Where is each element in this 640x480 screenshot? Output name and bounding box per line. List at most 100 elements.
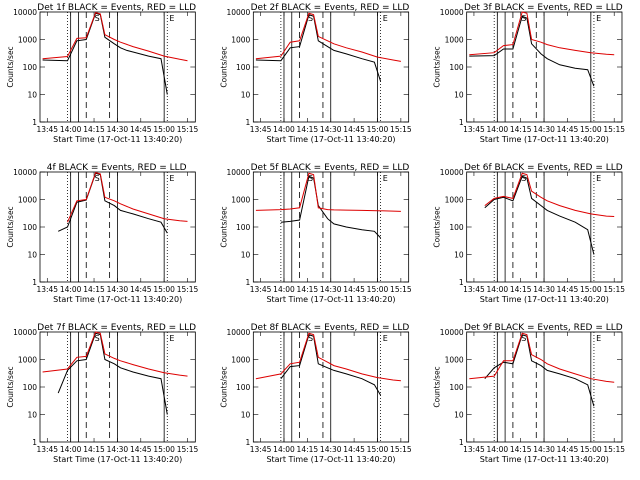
events-series-line <box>57 172 168 234</box>
lld-series-line <box>42 331 188 377</box>
marker-letter-start: S <box>308 14 313 23</box>
marker-letter-end: E <box>169 14 174 23</box>
x-tick-label: 14:00 <box>487 445 509 454</box>
panel-2: Det 2f BLACK = Events, RED = LLD 1 10 100 10… <box>219 3 412 144</box>
y-tick-label: 10 <box>454 91 464 100</box>
x-tick-label: 14:00 <box>60 285 82 294</box>
y-tick-label: 10 <box>241 251 251 260</box>
x-tick-label: 13:45 <box>463 125 485 134</box>
x-axis-label: Start Time (17-Oct-11 13:40:20) <box>480 295 609 304</box>
x-tick-label: 15:00 <box>367 445 389 454</box>
x-tick-label: 15:15 <box>390 445 412 454</box>
marker-letter-end: E <box>169 174 174 183</box>
marker-letter-start: S <box>521 14 526 23</box>
x-tick-label: 14:30 <box>107 445 129 454</box>
x-tick-label: 14:30 <box>107 285 129 294</box>
x-tick-label: 15:00 <box>153 125 175 134</box>
x-tick-label: 14:00 <box>487 125 509 134</box>
y-tick-label: 1 <box>459 438 464 447</box>
lld-series-line <box>255 332 401 382</box>
x-tick-label: 14:00 <box>487 285 509 294</box>
x-axis-label: Start Time (17-Oct-11 13:40:20) <box>53 455 182 464</box>
y-tick-label: 10 <box>241 91 251 100</box>
y-tick-label: 10 <box>27 91 37 100</box>
y-tick-label: 10 <box>27 251 37 260</box>
x-tick-label: 14:30 <box>533 285 555 294</box>
panel-title: Det 8f BLACK = Events, RED = LLD <box>251 323 410 333</box>
panel-5: Det 5f BLACK = Events, RED = LLD 1 10 100 10… <box>219 163 412 304</box>
x-tick-label: 14:15 <box>510 445 532 454</box>
panel-title: Det 3f BLACK = Events, RED = LLD <box>464 3 623 13</box>
x-tick-label: 14:45 <box>130 285 152 294</box>
x-tick-label: 15:15 <box>603 285 625 294</box>
x-tick-label: 14:45 <box>343 445 365 454</box>
panel-title: Det 6f BLACK = Events, RED = LLD <box>464 163 623 173</box>
y-axis-label: Counts/sec <box>433 46 442 87</box>
x-tick-label: 15:15 <box>603 125 625 134</box>
y-axis-label: Counts/sec <box>219 366 228 407</box>
y-tick-label: 1000 <box>18 196 37 205</box>
y-tick-label: 1 <box>246 438 251 447</box>
panel-title: Det 9f BLACK = Events, RED = LLD <box>464 323 623 333</box>
x-tick-label: 14:45 <box>557 445 579 454</box>
x-tick-label: 14:15 <box>510 285 532 294</box>
x-tick-label: 15:00 <box>153 285 175 294</box>
lld-series-line <box>42 11 188 62</box>
marker-letter-end: E <box>383 334 388 343</box>
y-tick-label: 100 <box>236 383 251 392</box>
panel-title: Det 5f BLACK = Events, RED = LLD <box>251 163 410 173</box>
marker-letter-start: S <box>521 334 526 343</box>
events-series-line <box>280 175 381 239</box>
x-axis-label: Start Time (17-Oct-11 13:40:20) <box>266 295 395 304</box>
y-tick-label: 100 <box>449 63 464 72</box>
x-tick-label: 15:15 <box>177 125 199 134</box>
marker-letter-start: S <box>308 174 313 183</box>
x-tick-label: 13:45 <box>250 125 272 134</box>
y-tick-label: 1000 <box>231 36 250 45</box>
y-tick-label: 10 <box>241 411 251 420</box>
events-series-line <box>42 12 168 95</box>
events-series-line <box>255 14 382 82</box>
y-tick-label: 10000 <box>226 168 250 177</box>
x-tick-label: 15:15 <box>603 445 625 454</box>
x-tick-label: 13:45 <box>36 125 58 134</box>
lld-series-line <box>67 171 188 223</box>
x-tick-label: 15:00 <box>580 285 602 294</box>
x-tick-label: 14:30 <box>320 445 342 454</box>
x-axis-label: Start Time (17-Oct-11 13:40:20) <box>266 135 395 144</box>
y-tick-label: 1000 <box>445 196 464 205</box>
y-tick-label: 1000 <box>18 356 37 365</box>
x-axis-label: Start Time (17-Oct-11 13:40:20) <box>266 455 395 464</box>
x-tick-label: 14:00 <box>273 125 295 134</box>
x-tick-label: 13:45 <box>36 285 58 294</box>
y-tick-label: 100 <box>449 223 464 232</box>
lld-series-line <box>469 11 615 56</box>
marker-letter-end: E <box>383 14 388 23</box>
y-axis-label: Counts/sec <box>6 366 15 407</box>
events-series-line <box>280 334 382 396</box>
y-tick-label: 10000 <box>13 328 37 337</box>
x-tick-label: 15:15 <box>177 445 199 454</box>
y-tick-label: 10000 <box>226 8 250 17</box>
y-tick-label: 1 <box>459 118 464 127</box>
x-tick-label: 15:15 <box>177 285 199 294</box>
x-tick-label: 14:30 <box>107 125 129 134</box>
x-tick-label: 14:30 <box>320 285 342 294</box>
x-tick-label: 15:00 <box>580 445 602 454</box>
x-tick-label: 14:45 <box>130 445 152 454</box>
events-series-line <box>57 332 168 415</box>
y-tick-label: 10 <box>454 411 464 420</box>
y-tick-label: 1 <box>32 278 37 287</box>
x-tick-label: 15:00 <box>153 445 175 454</box>
x-tick-label: 15:00 <box>367 285 389 294</box>
panel-4: 4f BLACK = Events, RED = LLD 1 10 100 1000 10… <box>6 163 199 304</box>
y-tick-label: 10000 <box>440 168 464 177</box>
panel-6: Det 6f BLACK = Events, RED = LLD 1 10 100 10… <box>433 163 626 304</box>
y-tick-label: 1 <box>32 118 37 127</box>
x-tick-label: 13:45 <box>36 445 58 454</box>
panel-8: Det 8f BLACK = Events, RED = LLD 1 10 100 10… <box>219 323 412 464</box>
x-tick-label: 15:00 <box>580 125 602 134</box>
events-series-line <box>484 175 595 255</box>
x-tick-label: 13:45 <box>250 285 272 294</box>
